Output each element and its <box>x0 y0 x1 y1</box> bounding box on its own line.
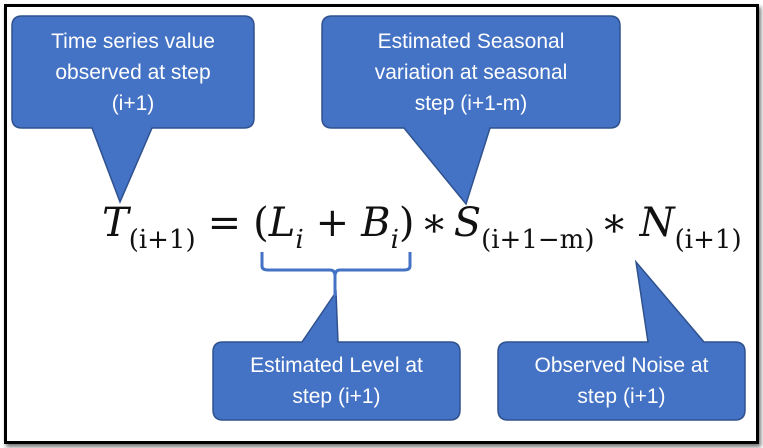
eq-L-symbol: L <box>268 200 296 246</box>
eq-N-subscript: (i+1) <box>674 225 742 255</box>
eq-N-symbol: N <box>639 200 675 246</box>
callout-noise-shape <box>497 259 746 421</box>
callout-seasonal-text: Estimated Seasonal variation at seasonal… <box>374 29 568 115</box>
callout-level-shape <box>212 289 461 421</box>
level-brace <box>260 252 412 296</box>
eq-B-subscript: i <box>390 225 399 255</box>
eq-S-symbol: S <box>453 200 482 246</box>
eq-close-paren: ) <box>398 200 415 246</box>
callout-noise-text: Observed Noise at step (i+1) <box>534 354 709 408</box>
eq-times-2: ∗ <box>600 200 628 246</box>
eq-L-subscript: i <box>295 225 304 255</box>
eq-S-subscript: (i+1−m) <box>481 225 595 255</box>
eq-equals: = <box>207 200 242 246</box>
eq-open-paren: ( <box>253 200 269 246</box>
callout-level-text: Estimated Level at step (i+1) <box>250 354 423 408</box>
callout-observed-text: Time series value observed at step (i+1) <box>51 29 215 115</box>
eq-T-symbol: T <box>102 200 129 246</box>
eq-T-subscript: (i+1) <box>128 225 196 255</box>
eq-B-symbol: B <box>361 200 391 246</box>
callout-observed-shape <box>11 15 255 204</box>
eq-times-1: ∗ <box>420 200 448 246</box>
multiplicative-model-equation: T (i+1) = ( L i + B i ) ∗ S (i+1−m) ∗ N … <box>102 200 742 255</box>
eq-plus: + <box>315 200 350 246</box>
callout-seasonal-shape <box>321 15 621 206</box>
